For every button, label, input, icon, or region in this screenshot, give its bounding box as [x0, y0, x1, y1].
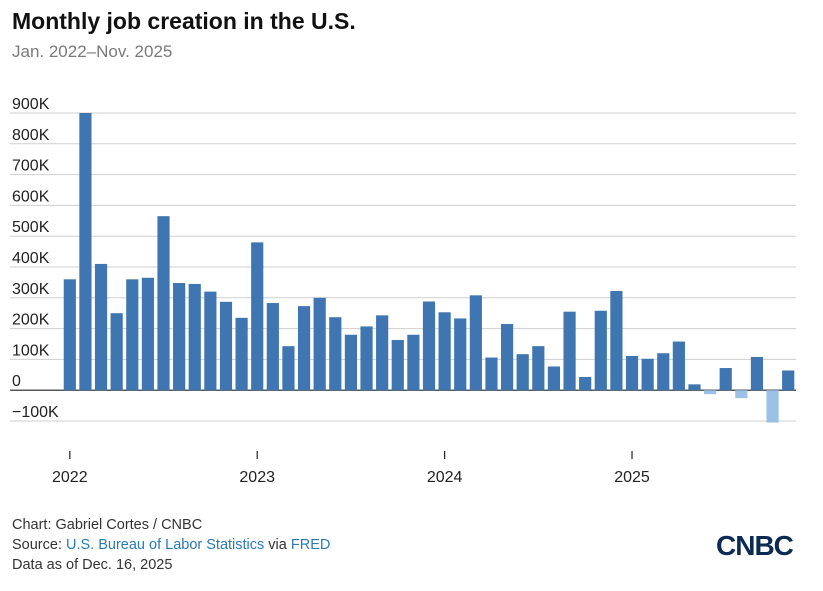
bar: [657, 353, 670, 391]
y-tick-label: 600K: [12, 188, 50, 205]
y-tick-label: 700K: [12, 158, 50, 175]
bar: [641, 358, 654, 391]
bar: [438, 312, 451, 391]
x-tick-label: 2023: [239, 469, 275, 486]
bar: [344, 334, 358, 391]
bar: [110, 313, 123, 391]
bar: [297, 306, 311, 391]
bar: [500, 323, 514, 391]
bar: [485, 357, 498, 391]
bar: [766, 390, 779, 423]
bar: [594, 310, 607, 391]
bar: [672, 341, 685, 391]
bar: [79, 113, 92, 391]
bar: [173, 283, 186, 391]
bar: [422, 301, 436, 391]
bar: [235, 317, 248, 391]
bar: [563, 311, 576, 391]
bar: [94, 263, 108, 391]
x-tick-label: 2025: [614, 469, 650, 486]
bar: [188, 283, 201, 391]
bar: [313, 297, 326, 391]
data-as-of: Data as of Dec. 16, 2025: [12, 557, 173, 573]
chart-credit: Chart: Gabriel Cortes / CNBC: [12, 517, 203, 533]
y-tick-label: 800K: [12, 127, 50, 144]
bar: [157, 216, 170, 391]
bar: [735, 390, 748, 399]
bar: [329, 317, 342, 391]
bar: [63, 279, 76, 391]
source-link-bls[interactable]: U.S. Bureau of Labor Statistics: [66, 537, 265, 553]
chart-subtitle: Jan. 2022–Nov. 2025: [12, 42, 173, 61]
y-tick-label: 100K: [12, 342, 50, 359]
bar: [469, 295, 482, 391]
bar: [266, 303, 279, 391]
source-via: via: [264, 537, 291, 553]
x-tick-label: 2022: [52, 469, 88, 486]
bar: [360, 326, 373, 391]
source-link-fred[interactable]: FRED: [290, 537, 331, 553]
bar: [688, 384, 701, 391]
bar: [625, 356, 639, 391]
bar: [219, 301, 233, 391]
y-tick-label: 0: [12, 373, 21, 390]
bar: [719, 368, 732, 391]
y-tick-label: 300K: [12, 281, 50, 298]
bar: [704, 390, 717, 395]
bar-chart: 900K 800K 700K 600K 500K 400K 300K 200K 100K 0 −10…: [10, 96, 796, 486]
bar: [376, 315, 389, 391]
cnbc-logo: CNBC: [716, 530, 794, 561]
bar: [579, 376, 592, 391]
chart-source: Source: U.S. Bureau of Labor Statistics …: [12, 535, 330, 555]
y-tick-label: 400K: [12, 250, 50, 267]
y-tick-label: 200K: [12, 312, 50, 329]
source-prefix: Source:: [12, 537, 66, 553]
y-tick-label: 900K: [12, 96, 50, 113]
y-tick-label: −100K: [12, 404, 59, 421]
bar: [750, 356, 764, 391]
bar: [547, 366, 561, 391]
chart-title: Monthly job creation in the U.S.: [12, 8, 356, 34]
bar: [782, 370, 795, 391]
bar: [516, 354, 529, 391]
bar: [204, 291, 217, 391]
bar: [126, 279, 139, 391]
bar: [532, 346, 545, 391]
bar: [141, 277, 154, 391]
y-tick-label: 500K: [12, 219, 50, 236]
bar: [610, 291, 623, 391]
x-tick-label: 2024: [427, 469, 463, 486]
bar: [282, 346, 295, 391]
bar: [391, 339, 404, 391]
bar: [454, 318, 467, 391]
chart-footer: Chart: Gabriel Cortes / CNBC Source: U.S…: [12, 515, 330, 575]
bar: [407, 334, 420, 391]
bar: [251, 242, 264, 391]
